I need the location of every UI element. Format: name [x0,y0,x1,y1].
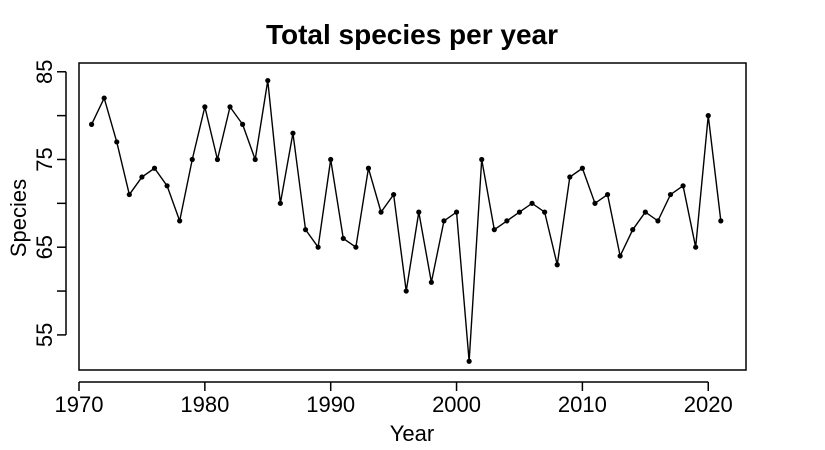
x-axis-label: Year [390,421,434,446]
x-tick-label: 1980 [180,392,229,417]
data-point [302,227,309,233]
x-tick-label: 2020 [684,392,733,417]
x-tick-label: 2010 [558,392,607,417]
data-point [617,253,623,259]
data-point [466,358,472,364]
data-point [214,156,221,163]
data-point [126,191,132,198]
x-tick-label: 1970 [55,392,104,417]
data-point [139,174,145,180]
data-point [101,95,107,101]
x-tick-label: 2000 [432,392,481,417]
series-species [88,77,724,364]
data-point [328,156,334,163]
data-point [114,139,120,145]
data-point [391,191,397,198]
y-tick-label: 75 [32,147,57,171]
data-point [340,235,346,242]
chart-title: Total species per year [266,19,558,50]
data-point [504,218,510,224]
data-point [542,209,548,215]
data-point [277,200,283,206]
data-point [630,227,636,233]
data-point [516,209,523,215]
series-line [90,80,722,362]
data-point [315,244,321,250]
x-tick-label: 1990 [306,392,355,417]
data-point [667,191,674,198]
y-tick-label: 55 [32,323,57,347]
data-point [378,209,384,215]
data-point [403,288,409,294]
data-point [453,209,460,215]
data-point [642,209,648,215]
data-point [290,130,296,136]
data-point [554,262,560,268]
data-point [428,279,434,285]
data-point [265,77,271,84]
data-point [416,209,422,215]
data-point [592,200,598,206]
data-point [189,156,195,163]
data-point [240,121,246,127]
data-point [227,104,233,110]
data-point [88,121,95,127]
data-point [567,174,573,180]
data-point [441,218,447,224]
y-tick-label: 65 [32,235,57,259]
data-point [579,165,585,171]
data-point [252,156,258,163]
data-point [705,113,711,119]
data-point [353,244,359,250]
data-point [151,165,158,171]
data-point [718,218,724,224]
data-point [365,165,372,171]
data-point [202,104,208,110]
y-tick-label: 85 [32,60,57,84]
data-point [655,218,661,224]
data-point [604,191,611,198]
data-point [479,156,485,163]
plot-frame [78,62,747,371]
data-point [693,244,699,250]
data-point [177,218,183,224]
data-point [680,183,686,189]
y-axis: 55 65 75 85 [32,60,67,347]
x-axis: 1970 1980 1990 2000 2010 2020 [55,381,733,417]
data-point [529,200,535,206]
y-axis-label: Species [6,179,31,257]
data-point [164,183,170,189]
data-point [491,227,497,233]
